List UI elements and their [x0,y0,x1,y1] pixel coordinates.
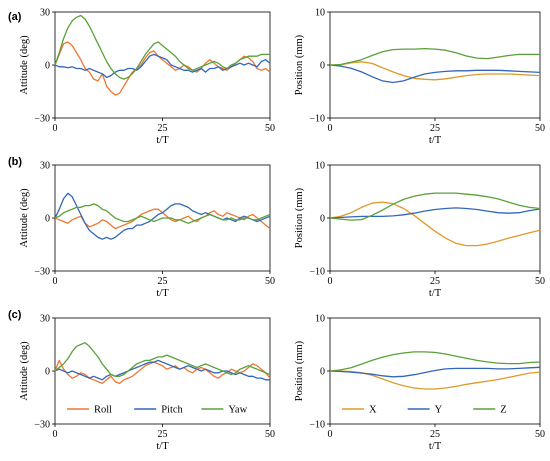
x-tick-label: 25 [430,429,440,440]
y-tick-label: 0 [45,367,50,378]
y-tick-label: 0 [320,61,325,72]
series-line-pitch [54,359,270,381]
series-line-yaw [54,14,270,80]
series-line-z [329,351,541,372]
x-tick-label: 50 [535,429,545,440]
x-axis-label: t/T [156,135,169,146]
y-tick-label: 30 [40,8,50,19]
x-tick-label: 25 [158,123,168,134]
legend-label-pitch: Pitch [161,405,183,416]
series-line-pitch [54,53,271,79]
panel-label-b: (b) [8,156,22,168]
y-axis-label: Attitude (deg) [19,35,30,95]
x-tick-label: 0 [328,123,333,134]
y-axis-label: Position (mm) [294,340,305,401]
y-axis-label: Position (mm) [294,187,305,248]
y-tick-label: −30 [34,420,50,431]
y-tick-label: 30 [40,314,50,325]
legend-label-x: X [369,405,377,416]
position-legend: X Y Z [342,405,507,416]
axes-frame [329,164,541,272]
series-line-x [329,201,541,247]
series-line-yaw [54,203,271,224]
y-tick-label: −30 [34,267,50,278]
x-axis-label: t/T [429,135,442,146]
y-axis-label: Attitude (deg) [19,188,30,248]
x-tick-label: 25 [430,276,440,287]
legend-label-z: Z [500,405,506,416]
legend-label-y: Y [435,405,443,416]
series-line-pitch [54,192,271,240]
y-tick-label: 0 [45,61,50,72]
y-tick-label: −10 [309,114,325,125]
y-tick-label: 10 [315,314,325,325]
legend-label-roll: Roll [94,405,112,416]
y-tick-label: 0 [320,214,325,225]
series-line-y [329,366,541,378]
attitude-legend: Roll Pitch Yaw [67,405,248,416]
x-tick-label: 0 [328,276,333,287]
series-line-x [330,61,541,81]
series-line-z [329,47,540,66]
x-tick-label: 50 [535,276,545,287]
x-axis-label: t/T [156,441,169,452]
series-line-roll [54,359,271,385]
x-axis-label: t/T [156,288,169,299]
y-tick-label: 0 [320,367,325,378]
x-axis-label: t/T [429,288,442,299]
x-tick-label: 25 [430,123,440,134]
axes-frame [329,11,541,119]
y-tick-label: 0 [45,214,50,225]
y-tick-label: 30 [40,161,50,172]
y-axis-label: Position (mm) [294,34,305,95]
series-line-roll [54,41,271,96]
x-tick-label: 0 [53,276,58,287]
x-tick-label: 50 [265,276,275,287]
x-tick-label: 0 [53,123,58,134]
y-axis-label: Attitude (deg) [19,341,30,401]
x-tick-label: 50 [535,123,545,134]
panel-label-c: (c) [8,309,22,321]
series-line-y [329,207,541,219]
y-tick-label: −10 [309,420,325,431]
x-tick-label: 25 [158,429,168,440]
series-line-yaw [54,342,271,377]
x-tick-label: 0 [53,429,58,440]
y-tick-label: −10 [309,267,325,278]
series-line-y [329,64,541,84]
x-axis-label: t/T [429,441,442,452]
x-tick-label: 0 [328,429,333,440]
x-tick-label: 50 [265,123,275,134]
x-tick-label: 25 [158,276,168,287]
series-line-z [329,192,541,221]
y-tick-label: 10 [315,161,325,172]
x-tick-label: 50 [265,429,275,440]
y-tick-label: 10 [315,8,325,19]
panel-label-a: (a) [8,11,22,23]
y-tick-label: −30 [34,114,50,125]
legend-label-yaw: Yaw [228,405,247,416]
axes-frame [54,11,271,119]
